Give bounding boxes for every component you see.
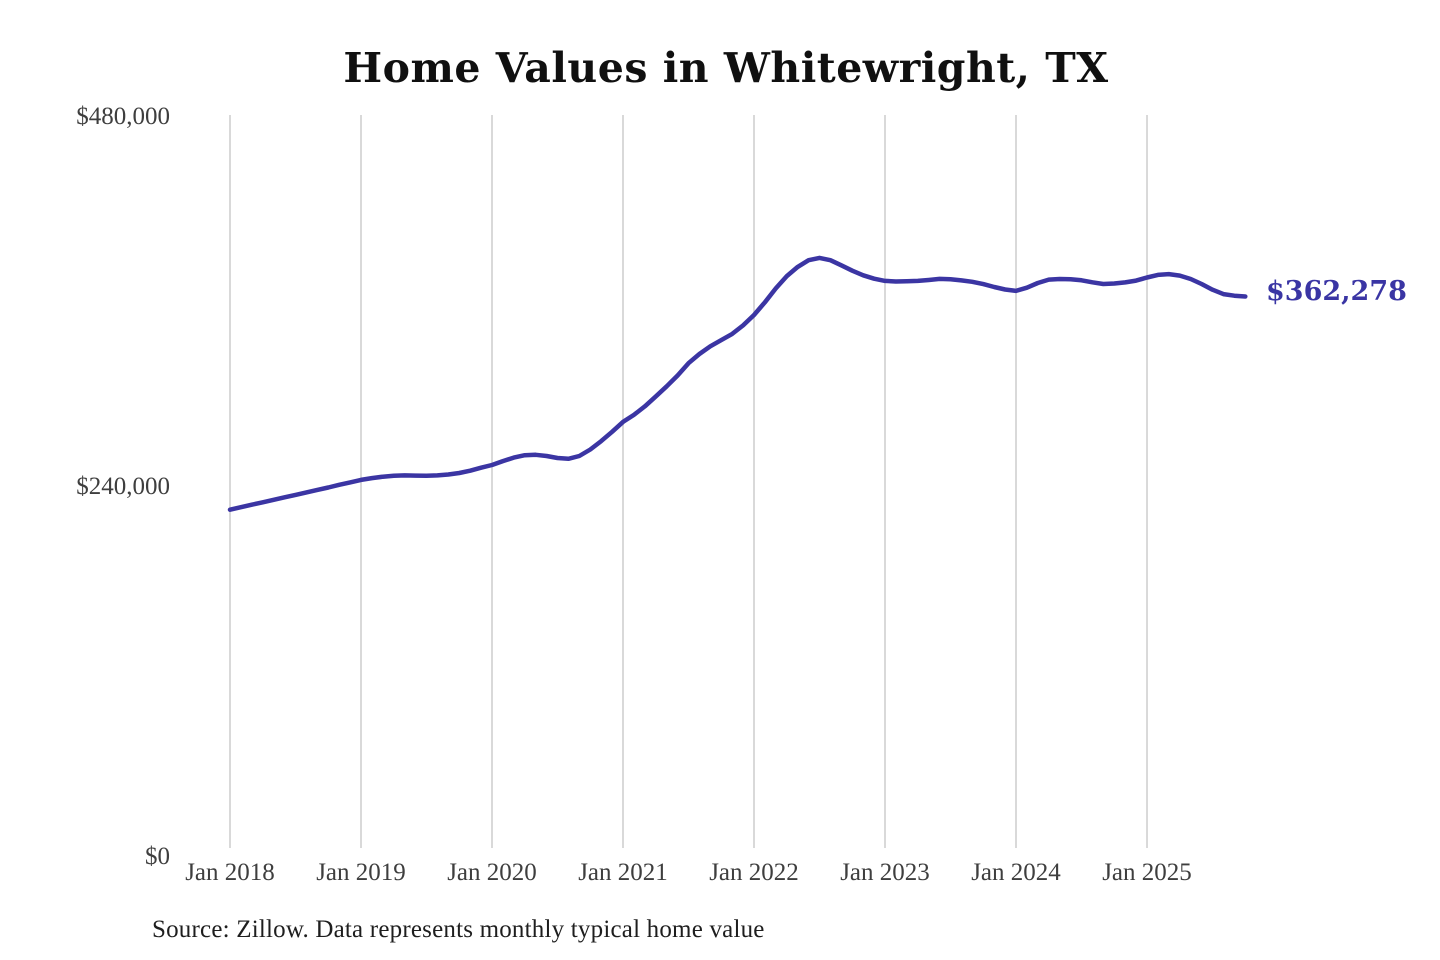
x-tick-label-jan-2021: Jan 2021 <box>578 859 668 886</box>
y-tick-label-240000: $240,000 <box>76 473 170 500</box>
chart-title: Home Values in Whitewright, TX <box>343 44 1109 92</box>
current-value-label: $362,278 <box>1266 276 1407 308</box>
home-value-line <box>227 255 1248 512</box>
y-tick-label-0: $0 <box>145 843 170 870</box>
source-note: Source: Zillow. Data represents monthly … <box>152 916 765 943</box>
x-tick-label-jan-2020: Jan 2020 <box>447 859 537 886</box>
y-tick-label-480000: $480,000 <box>76 103 170 130</box>
x-tick-label-jan-2025: Jan 2025 <box>1102 859 1192 886</box>
x-tick-label-jan-2024: Jan 2024 <box>971 859 1061 886</box>
x-tick-label-jan-2022: Jan 2022 <box>709 859 799 886</box>
x-tick-label-jan-2019: Jan 2019 <box>316 859 406 886</box>
x-tick-label-jan-2023: Jan 2023 <box>840 859 930 886</box>
x-tick-label-jan-2018: Jan 2018 <box>185 859 275 886</box>
